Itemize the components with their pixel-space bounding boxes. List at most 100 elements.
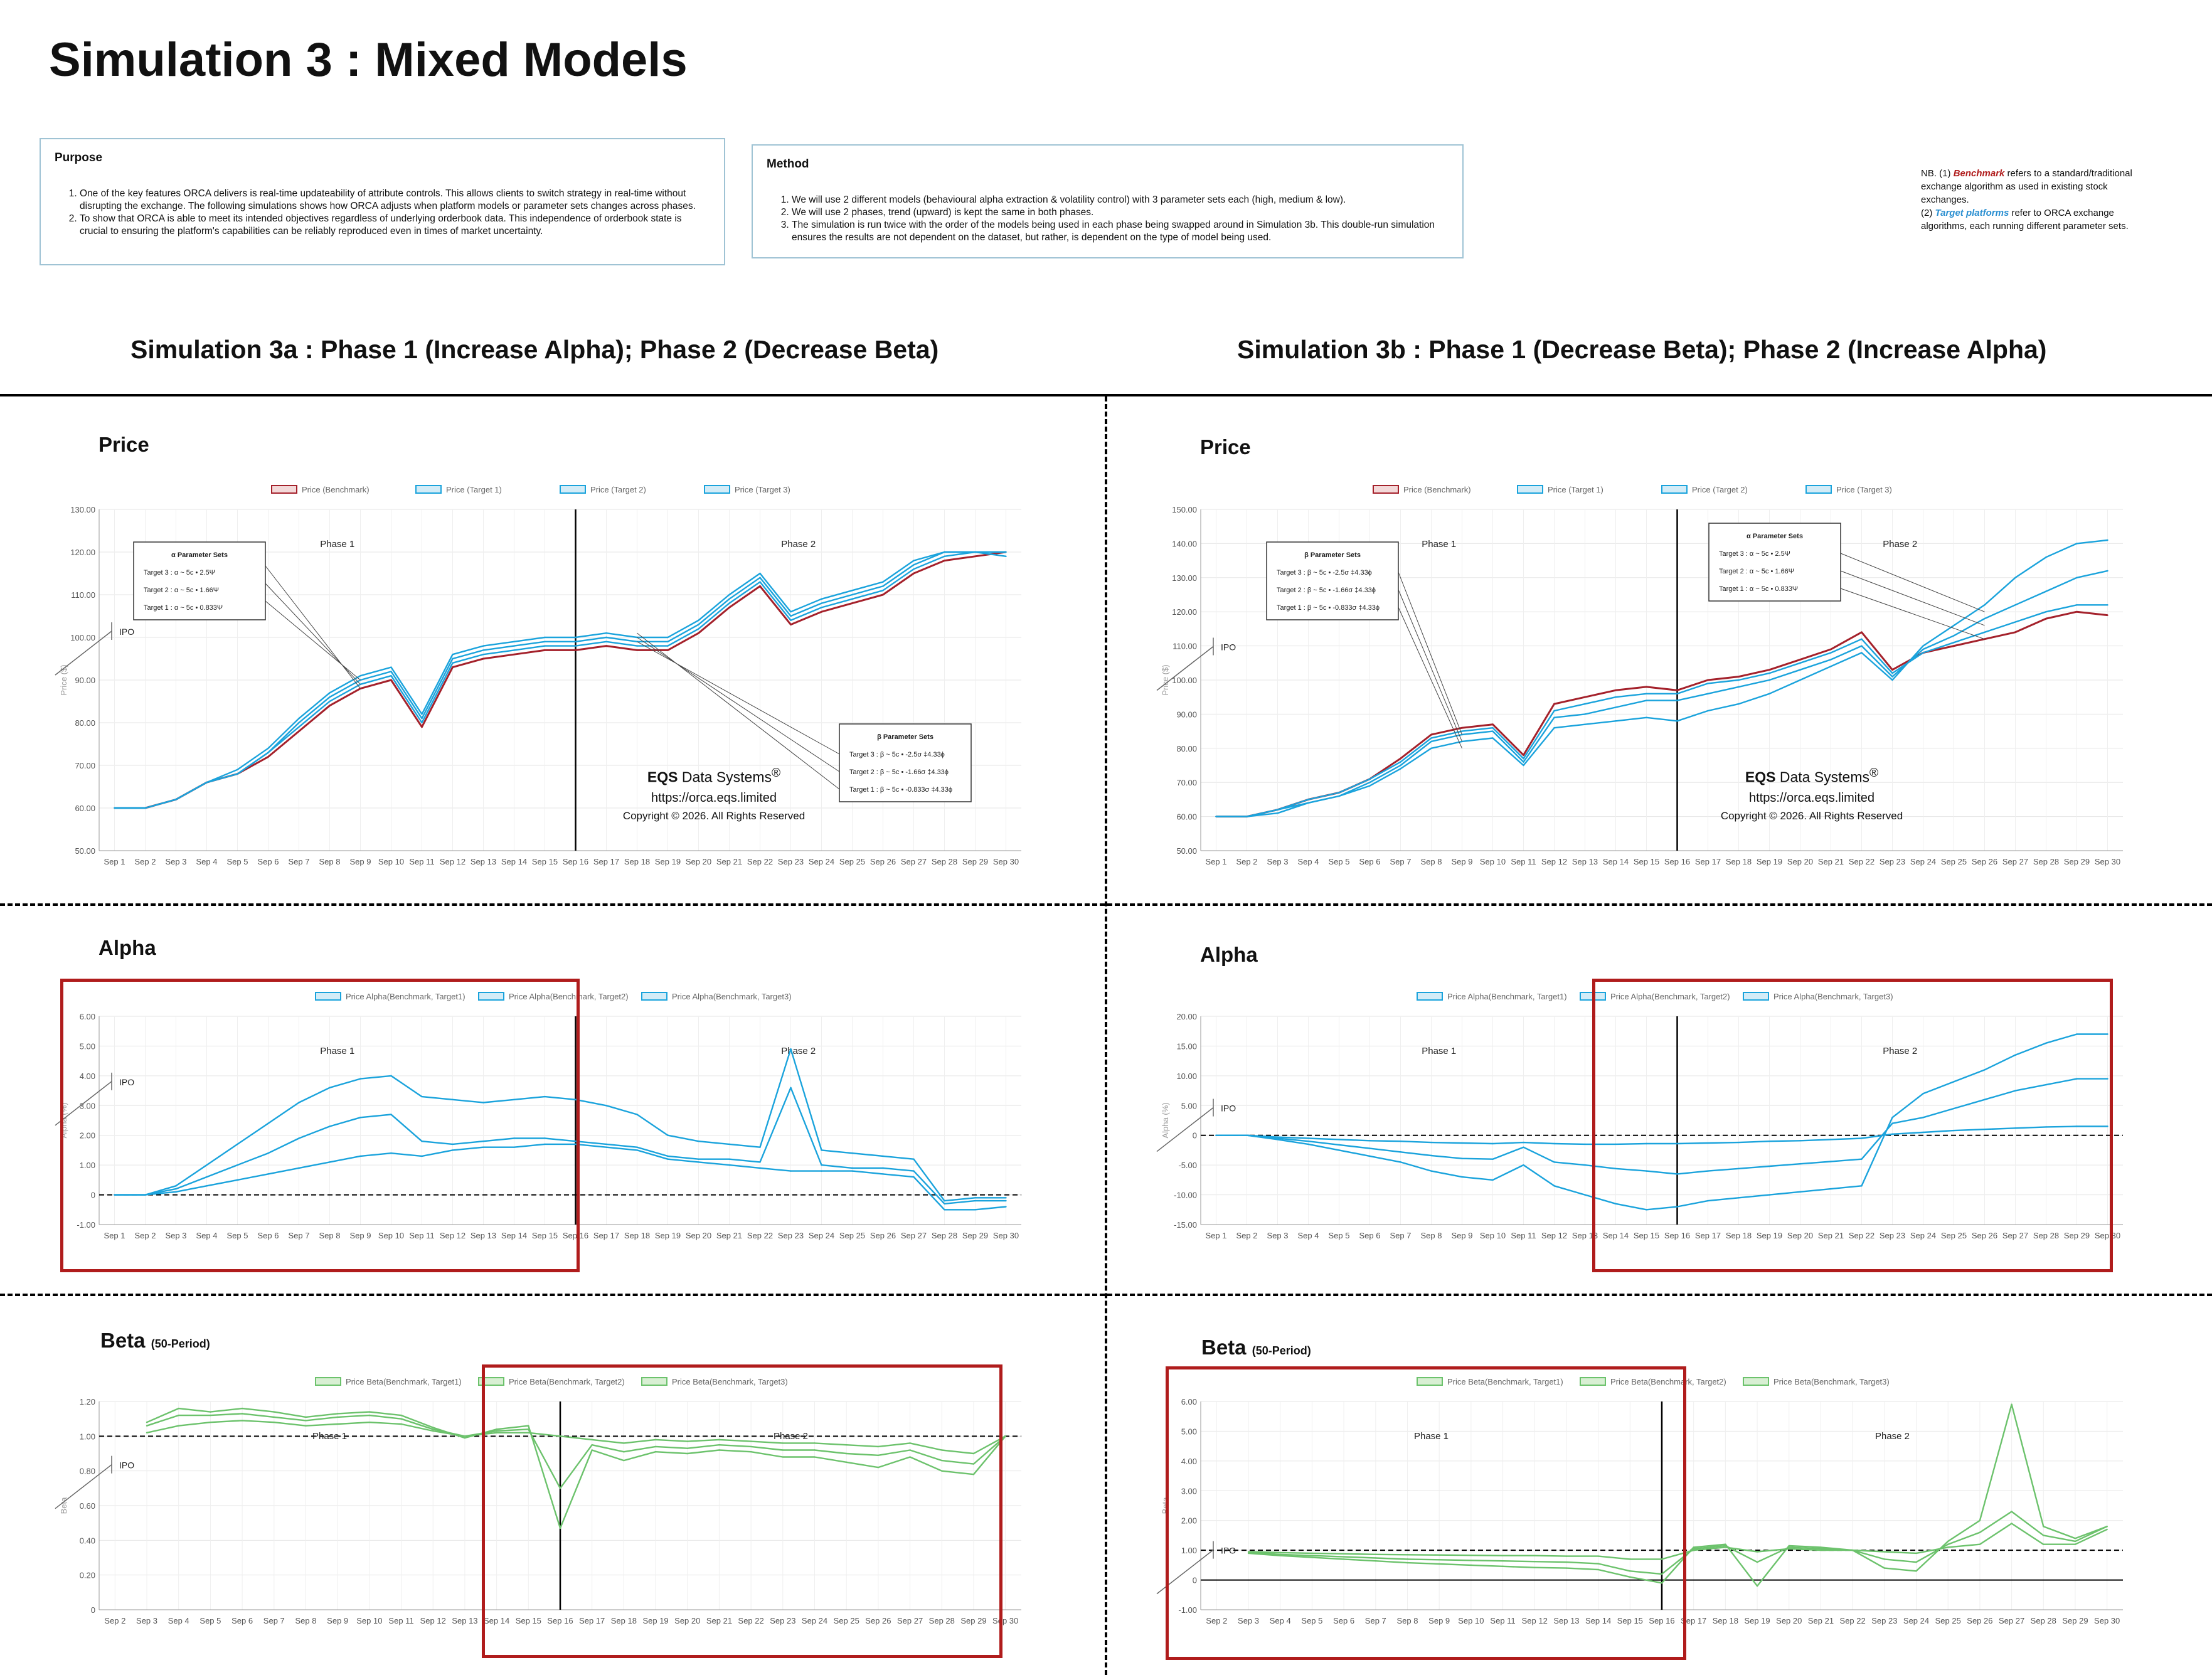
- y-tick-label: 80.00: [75, 718, 95, 728]
- data-point: [421, 1155, 423, 1157]
- phase-1-label: Phase 1: [1422, 1046, 1456, 1056]
- data-point: [1707, 1170, 1709, 1172]
- data-point: [2043, 1526, 2045, 1528]
- y-tick-label: 6.00: [80, 1012, 95, 1021]
- legend-label: Price (Target 3): [735, 485, 790, 494]
- data-point: [267, 756, 269, 758]
- data-point: [1470, 1560, 1472, 1561]
- legend-swatch: [1805, 485, 1832, 494]
- data-point: [2045, 590, 2047, 592]
- data-point: [368, 1411, 371, 1413]
- x-tick-label: Sep 30: [2095, 1231, 2120, 1240]
- data-point: [1369, 785, 1371, 787]
- legend-label: Price Alpha(Benchmark, Target3): [1773, 992, 1893, 1001]
- sim-b-heading: Simulation 3b : Phase 1 (Decrease Beta);…: [1237, 335, 2047, 364]
- data-point: [210, 1414, 211, 1417]
- data-point: [1584, 723, 1586, 725]
- param-set-box-2-line: Target 3 : β ~ 5c • -2.5σ ‡4.33ϕ: [849, 751, 945, 758]
- y-tick-label: 60.00: [1176, 812, 1197, 822]
- x-tick-label: Sep 8: [295, 1616, 316, 1625]
- data-point: [1738, 676, 1740, 678]
- legend-label: Price (Target 1): [446, 485, 502, 494]
- data-point: [877, 1454, 880, 1456]
- data-point: [941, 1459, 943, 1462]
- data-point: [591, 1444, 593, 1446]
- x-tick-label: Sep 10: [356, 1616, 382, 1625]
- data-point: [237, 1164, 238, 1166]
- beta-sub-label: (50-Period): [1252, 1344, 1311, 1357]
- data-point: [273, 1422, 275, 1423]
- param-set-box-1-line: Target 2 : β ~ 5c • -1.66σ ‡4.33ϕ: [1277, 587, 1376, 594]
- x-tick-label: Sep 16: [547, 1616, 573, 1625]
- data-point: [821, 598, 822, 600]
- data-point: [329, 692, 331, 694]
- y-tick-label: 80.00: [1176, 744, 1197, 753]
- x-tick-label: Sep 21: [1818, 1231, 1844, 1240]
- x-tick-label: Sep 10: [1480, 1231, 1506, 1240]
- y-tick-label: 1.20: [80, 1397, 95, 1406]
- data-point: [2014, 1127, 2016, 1129]
- phase-1-label: Phase 1: [1414, 1431, 1449, 1442]
- legend-swatch: [641, 992, 667, 1001]
- x-tick-label: Sep 7: [1365, 1616, 1386, 1625]
- data-point: [1584, 713, 1586, 715]
- section-title-price-a: Price: [98, 433, 149, 456]
- data-point: [1953, 641, 1955, 644]
- data-point: [1799, 1191, 1801, 1193]
- data-point: [1738, 1167, 1740, 1170]
- param-set-box-2-line: Target 3 : α ~ 5c • 2.5Ψ: [1719, 550, 1790, 558]
- data-point: [1947, 1543, 1949, 1545]
- data-point: [913, 1158, 915, 1160]
- data-point: [1851, 1549, 1854, 1551]
- x-tick-label: Sep 21: [1818, 857, 1844, 866]
- data-point: [698, 619, 699, 621]
- legend-swatch: [1517, 485, 1543, 494]
- data-point: [974, 1209, 976, 1211]
- x-tick-label: Sep 3: [1267, 1231, 1289, 1240]
- x-tick-label: Sep 4: [196, 1231, 218, 1240]
- x-tick-label: Sep 6: [231, 1616, 253, 1625]
- x-tick-label: Sep 14: [484, 1616, 509, 1625]
- data-point: [1646, 1209, 1647, 1211]
- data-point: [1246, 1134, 1248, 1136]
- data-point: [1430, 733, 1432, 736]
- series-line-2: [1216, 1078, 2108, 1175]
- phase-2-label: Phase 2: [1875, 1431, 1910, 1442]
- x-tick-label: Sep 7: [289, 1231, 310, 1240]
- data-point: [237, 1179, 238, 1181]
- highlight-box-alpha-3b: [1592, 979, 2113, 1272]
- data-point: [1768, 1165, 1770, 1167]
- data-point: [544, 1095, 546, 1098]
- x-tick-label: Sep 28: [2033, 857, 2059, 866]
- x-tick-label: Sep 8: [319, 857, 341, 866]
- data-point: [1400, 1161, 1401, 1163]
- legend-swatch: [1373, 485, 1399, 494]
- data-point: [882, 1173, 884, 1175]
- data-point: [298, 726, 300, 728]
- x-tick-label: Sep 14: [1585, 1616, 1611, 1625]
- legend-swatch: [415, 485, 442, 494]
- data-point: [846, 1444, 848, 1446]
- x-tick-label: Sep 17: [1695, 1231, 1721, 1240]
- x-tick-label: Sep 15: [1634, 1231, 1659, 1240]
- data-point: [1676, 693, 1678, 694]
- data-point: [1629, 1570, 1631, 1572]
- x-tick-label: Sep 27: [901, 1231, 927, 1240]
- data-point: [1676, 689, 1678, 691]
- data-point: [452, 657, 454, 660]
- legend-label: Price Beta(Benchmark, Target2): [509, 1377, 625, 1386]
- phase-2-label: Phase 2: [1883, 1046, 1917, 1056]
- param-pointer: [265, 600, 361, 681]
- x-tick-label: Sep 15: [532, 1231, 558, 1240]
- data-point: [974, 555, 976, 557]
- x-tick-label: Sep 27: [2002, 857, 2028, 866]
- data-point: [421, 1095, 423, 1098]
- x-tick-label: Sep 24: [809, 1231, 834, 1240]
- ipo-pointer: [55, 630, 112, 676]
- data-point: [1311, 1552, 1313, 1555]
- x-tick-label: Sep 17: [579, 1616, 605, 1625]
- data-point: [1492, 1158, 1494, 1160]
- data-point: [575, 649, 577, 651]
- legend-label: Price Alpha(Benchmark, Target3): [672, 992, 792, 1001]
- data-point: [636, 1114, 638, 1115]
